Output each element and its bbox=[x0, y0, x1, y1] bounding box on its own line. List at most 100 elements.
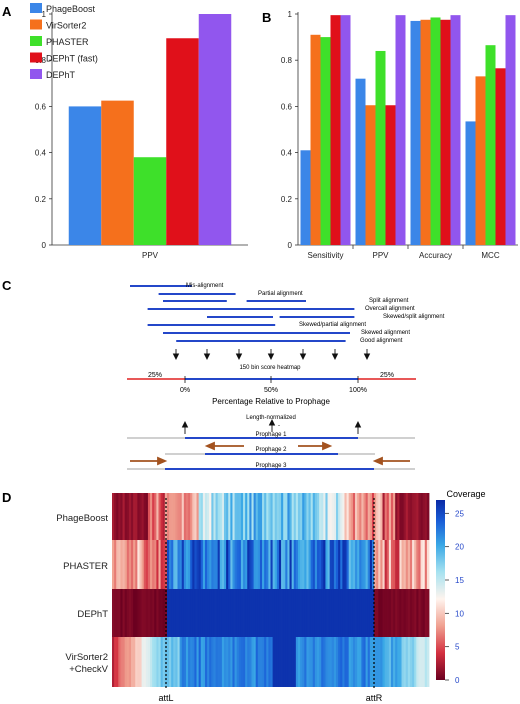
heat-cell bbox=[226, 493, 229, 540]
heat-cell bbox=[397, 637, 400, 687]
heat-cell bbox=[245, 493, 248, 540]
heat-cell bbox=[388, 540, 392, 589]
heat-cell bbox=[297, 540, 301, 589]
heat-cell bbox=[376, 540, 379, 589]
heat-cell bbox=[272, 637, 276, 687]
heat-cell bbox=[198, 589, 202, 637]
heat-cell bbox=[175, 637, 178, 687]
label-split-alignment: Split alignment bbox=[369, 298, 409, 304]
heat-cell bbox=[116, 540, 119, 589]
heat-cell bbox=[211, 540, 214, 589]
heat-cell bbox=[238, 637, 242, 687]
heat-cell bbox=[310, 540, 314, 589]
heat-cell bbox=[135, 493, 138, 540]
heat-cell bbox=[266, 637, 269, 687]
heatmap-bins-label: 150 bin score heatmap bbox=[239, 365, 301, 371]
heat-cell bbox=[401, 637, 405, 687]
heat-cell bbox=[297, 589, 301, 637]
heat-cell bbox=[327, 540, 331, 589]
heat-cell bbox=[422, 493, 426, 540]
heat-cell bbox=[285, 540, 288, 589]
heat-cell bbox=[247, 637, 250, 687]
heat-cell bbox=[397, 540, 400, 589]
heat-cell bbox=[228, 589, 231, 637]
heat-cell bbox=[321, 540, 324, 589]
heat-cell bbox=[357, 637, 360, 687]
heat-cell bbox=[316, 589, 320, 637]
heat-cell bbox=[262, 589, 265, 637]
heatmap-rows bbox=[112, 493, 430, 687]
heat-cell bbox=[348, 637, 352, 687]
heat-cell bbox=[393, 540, 396, 589]
heat-cell bbox=[264, 540, 267, 589]
heat-cell bbox=[363, 493, 366, 540]
heat-cell bbox=[139, 493, 142, 540]
heat-cell bbox=[175, 493, 178, 540]
heat-cell bbox=[285, 637, 288, 687]
heat-cell bbox=[124, 589, 128, 637]
heat-cell bbox=[264, 589, 267, 637]
panel-letter-b: B bbox=[262, 10, 271, 25]
heat-cell bbox=[407, 540, 411, 589]
heat-cell bbox=[255, 589, 259, 637]
heat-cell bbox=[274, 493, 278, 540]
heat-cell bbox=[270, 589, 274, 637]
heat-cell bbox=[333, 493, 337, 540]
shift-arrow-1-head bbox=[204, 441, 215, 451]
bar-phageboost-ppv bbox=[68, 106, 102, 246]
heat-cell bbox=[255, 493, 259, 540]
heat-cell bbox=[232, 637, 235, 687]
heat-cell bbox=[131, 540, 134, 589]
heat-cell bbox=[329, 493, 333, 540]
y-tick-label: 0 bbox=[42, 241, 47, 250]
heat-cell bbox=[287, 637, 290, 687]
up-arrows bbox=[181, 418, 362, 434]
heat-cell bbox=[145, 540, 149, 589]
heat-cell bbox=[283, 589, 286, 637]
heat-cell bbox=[274, 589, 278, 637]
heat-cell bbox=[175, 589, 178, 637]
down-arrow-head bbox=[363, 353, 371, 361]
down-arrow-head bbox=[299, 353, 307, 361]
heat-cell bbox=[133, 637, 136, 687]
heat-cell bbox=[124, 493, 128, 540]
heat-cell bbox=[348, 540, 352, 589]
heat-cell bbox=[338, 637, 341, 687]
heat-cell bbox=[221, 589, 225, 637]
heat-cell bbox=[221, 493, 225, 540]
heatmap-row-phageboost bbox=[112, 493, 430, 540]
heat-cell bbox=[156, 637, 159, 687]
heat-cell bbox=[198, 540, 202, 589]
heat-cell bbox=[221, 637, 225, 687]
heat-cell bbox=[376, 493, 379, 540]
legend-swatch-phageboost bbox=[30, 3, 42, 13]
heat-cell bbox=[116, 637, 119, 687]
heat-cell bbox=[401, 589, 405, 637]
heat-cell bbox=[409, 493, 413, 540]
left-outer-pct: 25% bbox=[148, 372, 162, 379]
heat-cell bbox=[412, 540, 415, 589]
bar-depht-sensitivity bbox=[340, 15, 351, 246]
heat-cell bbox=[196, 637, 200, 687]
heat-cell bbox=[426, 540, 430, 589]
heat-cell bbox=[166, 540, 170, 589]
heat-cell bbox=[323, 589, 326, 637]
heat-cell bbox=[200, 540, 204, 589]
row-label-phaster: PHASTER bbox=[63, 561, 108, 572]
heat-cell bbox=[139, 589, 142, 637]
heat-cell bbox=[177, 589, 181, 637]
prophage-2-label: Prophage 2 bbox=[255, 447, 287, 453]
heat-cell bbox=[390, 637, 394, 687]
heat-cell bbox=[321, 493, 324, 540]
colorbar bbox=[436, 500, 445, 680]
heat-cell bbox=[120, 540, 123, 589]
heat-cell bbox=[386, 637, 390, 687]
heat-cell bbox=[156, 589, 159, 637]
heat-cell bbox=[183, 637, 187, 687]
heat-cell bbox=[374, 637, 377, 687]
x-tick-label-ppv: PPV bbox=[142, 251, 159, 260]
heat-cell bbox=[382, 637, 386, 687]
heat-cell bbox=[209, 589, 212, 637]
heat-cell bbox=[150, 589, 153, 637]
